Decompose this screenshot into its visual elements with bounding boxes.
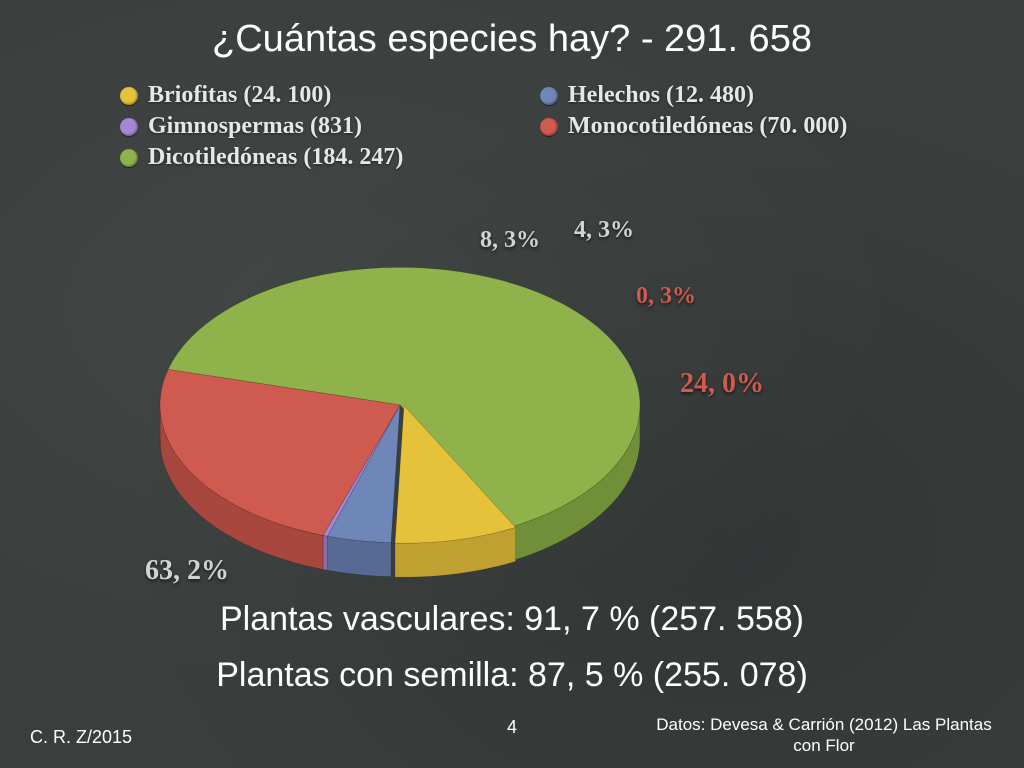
swatch-icon (120, 118, 138, 136)
legend-item: Gimnospermas (831) (120, 113, 540, 140)
swatch-icon (540, 118, 558, 136)
swatch-icon (540, 87, 558, 105)
legend-label: Briofitas (24. 100) (148, 82, 331, 109)
legend: Briofitas (24. 100) Gimnospermas (831) D… (120, 82, 964, 171)
footer-source: Datos: Devesa & Carrión (2012) Las Plant… (654, 714, 994, 757)
subtext-semilla: Plantas con semilla: 87, 5 % (255. 078) (0, 656, 1024, 695)
pct-label-gimnospermas: 0, 3% (636, 283, 696, 310)
pct-label-monocot: 24, 0% (680, 368, 764, 400)
swatch-icon (120, 149, 138, 167)
legend-item: Monocotiledóneas (70. 000) (540, 113, 847, 140)
slide-title: ¿Cuántas especies hay? - 291. 658 (0, 18, 1024, 61)
pct-label-briofitas: 8, 3% (480, 227, 540, 254)
legend-col-right: Helechos (12. 480) Monocotiledóneas (70.… (540, 82, 847, 171)
legend-label: Monocotiledóneas (70. 000) (568, 113, 847, 140)
pct-label-dicot: 63, 2% (145, 555, 229, 587)
legend-item: Briofitas (24. 100) (120, 82, 540, 109)
subtext-vasculares: Plantas vasculares: 91, 7 % (257. 558) (0, 600, 1024, 639)
legend-col-left: Briofitas (24. 100) Gimnospermas (831) D… (120, 82, 540, 171)
legend-label: Gimnospermas (831) (148, 113, 362, 140)
legend-label: Helechos (12. 480) (568, 82, 754, 109)
pct-label-helechos: 4, 3% (574, 217, 634, 244)
legend-label: Dicotiledóneas (184. 247) (148, 144, 403, 171)
legend-item: Helechos (12. 480) (540, 82, 847, 109)
legend-item: Dicotiledóneas (184. 247) (120, 144, 540, 171)
swatch-icon (120, 87, 138, 105)
